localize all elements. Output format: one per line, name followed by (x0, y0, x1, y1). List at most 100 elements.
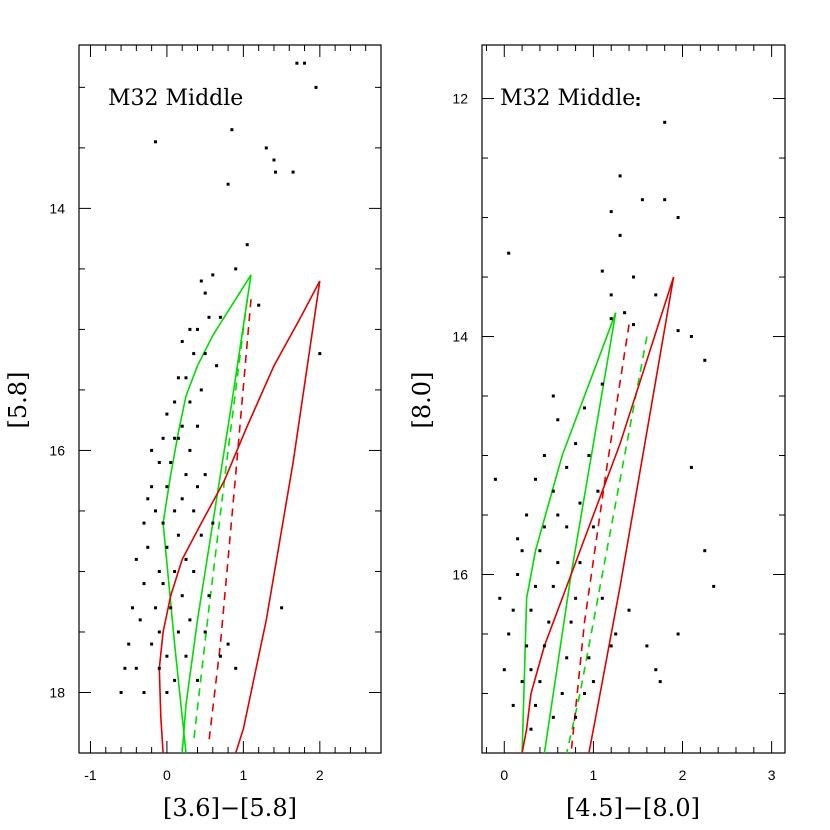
data-point (173, 400, 177, 404)
data-point (180, 424, 184, 428)
data-point (565, 465, 569, 469)
data-point (150, 485, 154, 489)
model-track (192, 299, 248, 741)
x-tick-label: 1 (589, 767, 597, 783)
data-point (173, 436, 177, 440)
data-point (295, 61, 299, 65)
data-point (520, 549, 524, 553)
data-point (161, 521, 165, 525)
data-point (529, 668, 533, 672)
data-point (632, 275, 635, 279)
data-point (173, 678, 177, 682)
data-point (180, 497, 184, 501)
data-point (199, 388, 203, 392)
data-point (703, 549, 707, 553)
data-point (165, 412, 169, 416)
data-point (207, 594, 211, 598)
data-point (569, 620, 573, 624)
data-point (173, 570, 177, 573)
data-point (196, 424, 199, 428)
data-point (618, 174, 622, 178)
data-point (169, 606, 173, 610)
right-model-tracks (521, 276, 675, 754)
x-tick-label: 0 (163, 767, 171, 783)
x-tick-label: -1 (84, 767, 97, 783)
data-point (538, 680, 542, 684)
data-point (188, 618, 192, 622)
left-x-axis-title: [3.6]−[5.8] (163, 794, 297, 822)
x-tick-label: 3 (768, 767, 776, 783)
data-point (676, 329, 680, 333)
data-point (165, 485, 169, 489)
data-point (556, 513, 560, 517)
data-point (525, 513, 529, 517)
model-track (208, 299, 252, 741)
right-data-points (493, 97, 716, 731)
data-point (184, 376, 188, 380)
data-point (583, 406, 586, 410)
data-point (176, 630, 180, 634)
left-y-axis-title: [5.8] (4, 372, 32, 429)
data-point (609, 644, 613, 648)
data-point (534, 584, 537, 588)
left-data-points (119, 61, 322, 694)
data-point (146, 497, 150, 501)
data-point (632, 323, 635, 327)
data-point (529, 608, 533, 612)
data-point (502, 668, 506, 672)
data-point (498, 596, 502, 600)
model-track (570, 324, 630, 754)
data-point (663, 198, 667, 202)
data-point (146, 545, 150, 549)
data-point (176, 533, 180, 537)
data-point (272, 158, 276, 162)
data-point (157, 630, 161, 634)
data-point (583, 692, 586, 695)
data-point (184, 654, 188, 658)
data-point (274, 170, 277, 174)
data-point (131, 606, 134, 610)
data-point (538, 549, 542, 553)
data-point (184, 473, 188, 477)
x-tick-label: 2 (316, 767, 324, 783)
data-point (199, 533, 203, 537)
data-point (203, 473, 207, 477)
data-point (556, 418, 560, 422)
data-point (314, 85, 318, 89)
data-point (291, 170, 295, 174)
data-point (150, 448, 154, 452)
data-point (703, 358, 707, 362)
y-tick-label: 14 (452, 329, 468, 345)
model-track (162, 523, 187, 754)
data-point (529, 727, 533, 731)
data-point (525, 644, 529, 648)
data-point (211, 273, 215, 277)
y-tick-label: 12 (452, 91, 468, 107)
data-point (138, 618, 142, 622)
data-point (123, 666, 127, 670)
data-point (600, 596, 604, 600)
data-point (169, 461, 173, 464)
model-track (181, 274, 252, 754)
data-point (551, 715, 555, 719)
data-point (234, 666, 238, 670)
data-point (507, 632, 511, 636)
data-point (542, 525, 546, 529)
data-point (188, 327, 192, 331)
data-point (157, 570, 161, 573)
data-point (203, 630, 207, 634)
data-point (640, 198, 644, 202)
data-point (161, 436, 165, 440)
data-point (161, 582, 165, 586)
data-point (551, 394, 555, 398)
data-point (207, 315, 211, 319)
data-point (215, 364, 219, 368)
model-track (588, 276, 675, 754)
data-point (199, 279, 203, 283)
y-tick-label: 14 (49, 200, 65, 216)
data-point (676, 632, 680, 636)
